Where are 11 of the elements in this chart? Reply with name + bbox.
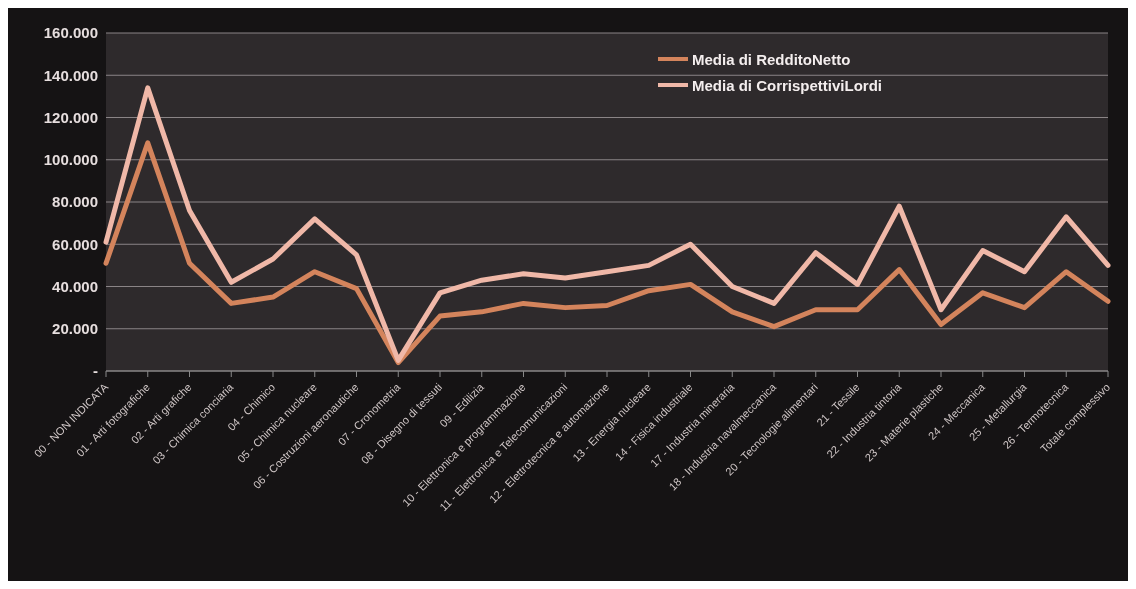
y-tick-label: 60.000: [52, 235, 98, 253]
y-tick-label: 40.000: [52, 277, 98, 295]
y-tick-label: 20.000: [52, 320, 98, 338]
y-tick-label: 80.000: [52, 193, 98, 211]
y-tick-label: 140.000: [43, 66, 98, 84]
y-tick-label: -: [93, 362, 98, 380]
legend-label: Media di CorrispettiviLordi: [692, 76, 883, 94]
y-tick-label: 160.000: [43, 24, 98, 42]
y-tick-label: 100.000: [43, 151, 98, 169]
legend-label: Media di RedditoNetto: [692, 50, 851, 68]
y-tick-label: 120.000: [43, 108, 98, 126]
